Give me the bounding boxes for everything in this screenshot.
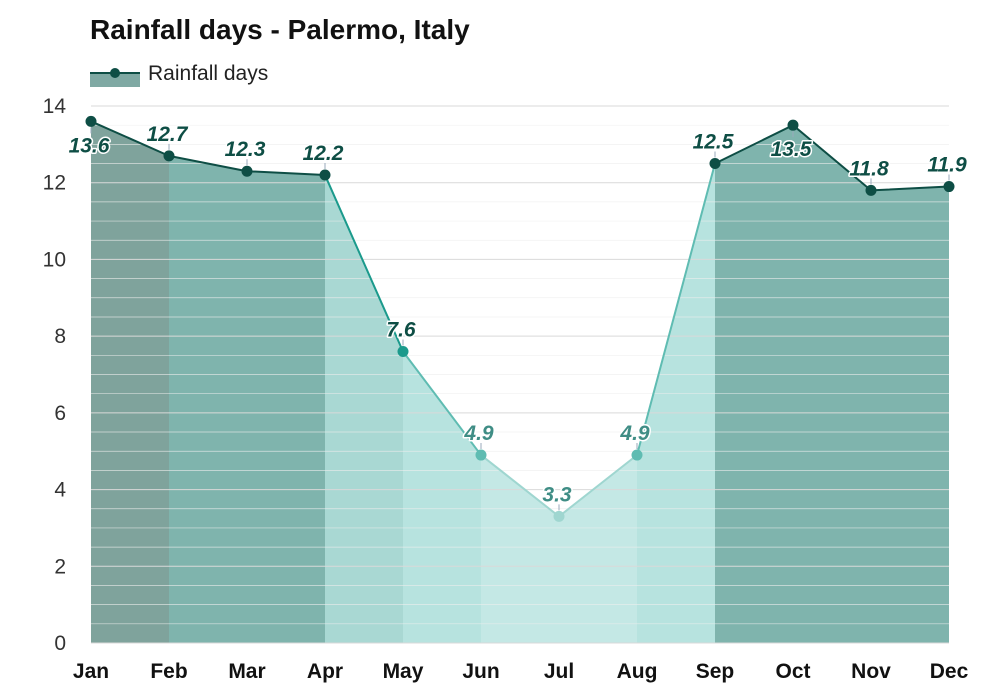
data-label-jun: 4.9 [463,422,494,445]
y-tick-label: 0 [54,632,66,655]
y-tick-label: 8 [54,325,66,348]
line-segment [870,185,950,192]
x-tick-label: May [383,660,424,683]
data-label-aug: 4.9 [619,422,650,445]
line-segment [168,154,248,173]
legend-swatch [90,61,140,87]
x-tick-label: Oct [775,660,810,683]
x-tick-label: Jun [462,660,499,683]
x-tick-label: Dec [930,660,969,683]
data-point-jul[interactable] [553,510,565,522]
area-band-jan [91,121,169,644]
data-label-feb: 12.7 [147,123,189,146]
y-tick-label: 14 [43,95,67,118]
x-tick-label: Nov [851,660,891,683]
area-band-mar [247,171,325,643]
area-band-may [403,351,481,643]
line-segment [324,174,404,353]
data-label-may: 7.6 [386,318,416,341]
line-segment [714,124,794,165]
data-point-may[interactable] [397,345,409,357]
y-tick-label: 10 [43,248,66,271]
line-segment [90,120,170,157]
area-band-feb [169,155,247,643]
x-tick-label: Mar [228,660,265,683]
y-tick-label: 6 [54,402,66,425]
line-segment [480,454,560,518]
data-point-mar[interactable] [241,165,253,177]
series-line [90,120,950,518]
y-tick-label: 2 [54,555,66,578]
x-axis-ticks: Jan Feb Mar Apr May Jun Jul Aug Sep Oct Nov Dec [73,660,969,683]
x-tick-label: Feb [150,660,187,683]
data-point-apr[interactable] [319,169,331,181]
data-points [85,115,955,522]
data-point-sep[interactable] [709,158,721,170]
data-point-dec[interactable] [943,181,955,193]
line-segment [636,162,716,457]
area-band-nov [871,186,949,644]
data-point-jun[interactable] [475,449,487,461]
line-segment [792,124,872,192]
x-tick-label: Jan [73,660,109,683]
line-segment [558,454,638,518]
legend[interactable]: Rainfall days [90,60,268,88]
chart-title: Rainfall days - Palermo, Italy [90,14,470,45]
data-point-feb[interactable] [163,150,175,162]
data-point-oct[interactable] [787,119,799,131]
data-labels: 13.6 12.7 12.3 12.2 7.6 4.9 3.3 4.9 12.5 13.5 11.8… [67,121,968,511]
x-tick-label: Jul [544,660,574,683]
data-label-oct: 13.5 [771,138,812,161]
data-label-mar: 12.3 [225,138,266,161]
area-band-aug [637,163,715,644]
data-point-jan[interactable] [85,115,97,127]
data-label-jul: 3.3 [542,483,572,506]
line-segment [402,350,482,457]
y-tick-label: 12 [43,172,66,195]
data-label-apr: 12.2 [303,142,344,165]
legend-label: Rainfall days [148,62,269,85]
grid-lines [91,105,949,644]
data-label-sep: 12.5 [693,131,734,154]
data-point-aug[interactable] [631,449,643,461]
area-band-oct [793,125,871,643]
y-tick-label: 4 [54,479,66,502]
x-tick-label: Apr [307,660,343,683]
area-band-sep [715,125,793,643]
data-label-nov: 11.8 [849,157,889,180]
x-tick-label: Aug [617,660,658,683]
data-label-dec: 11.9 [927,154,967,177]
line-segment [246,170,326,177]
y-axis-ticks: 0 2 4 6 8 10 12 14 [43,95,67,655]
month-bands [91,121,949,644]
data-label-jan: 13.6 [69,134,110,157]
x-tick-label: Sep [696,660,735,683]
data-point-nov[interactable] [865,184,877,196]
area-band-apr [325,175,403,644]
